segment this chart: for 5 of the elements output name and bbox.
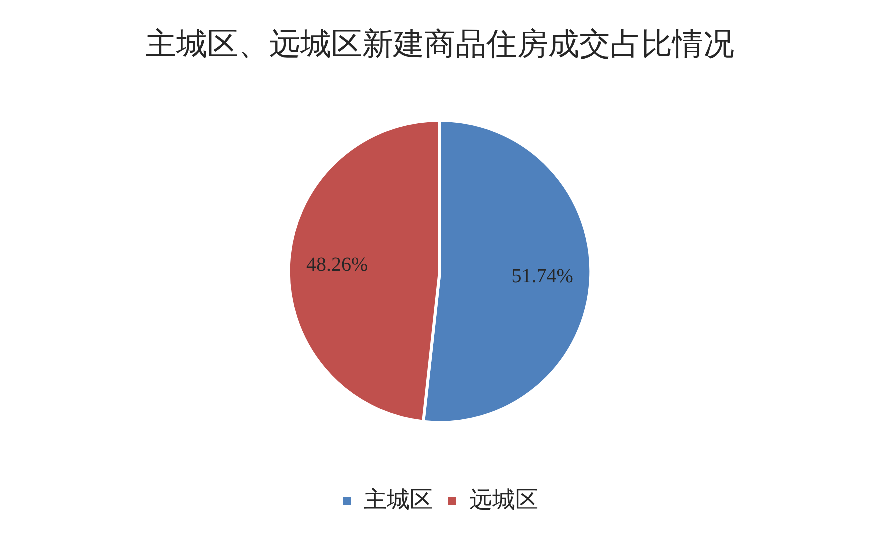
data-label: 51.74% <box>512 265 574 288</box>
data-label: 48.26% <box>306 254 368 276</box>
legend-label: 主城区 <box>364 488 433 513</box>
legend-label: 远城区 <box>470 488 538 513</box>
chart-title: 主城区、远城区新建商品住房成交占比情况 <box>146 26 734 62</box>
